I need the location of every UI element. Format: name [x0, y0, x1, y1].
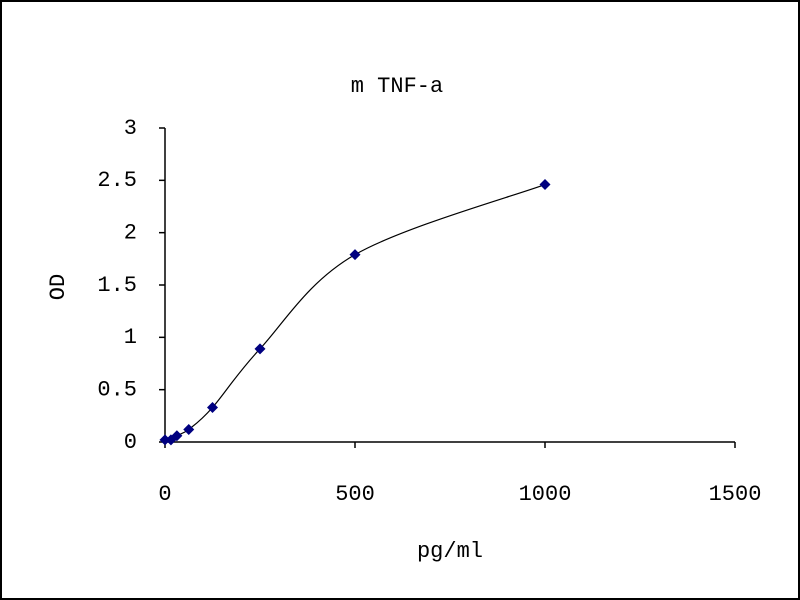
- data-point: [159, 434, 171, 446]
- data-point: [183, 423, 195, 435]
- y-tick-label: 2: [124, 220, 137, 245]
- y-tick-label: 0.5: [97, 377, 137, 402]
- data-point: [349, 249, 361, 261]
- data-point: [207, 401, 218, 413]
- x-tick-label: 0: [158, 482, 171, 507]
- y-tick-label: 1: [124, 325, 137, 350]
- data-point: [254, 343, 266, 355]
- data-point: [539, 179, 551, 191]
- chart-title: m TNF-a: [351, 74, 443, 99]
- x-tick-label: 1500: [709, 482, 762, 507]
- y-tick-label: 2.5: [97, 168, 137, 193]
- y-tick-label: 3: [124, 116, 137, 141]
- data-point: [171, 430, 183, 442]
- x-axis-label: pg/ml: [417, 539, 483, 564]
- y-tick-label: 0: [124, 430, 137, 455]
- y-axis-label: OD: [46, 274, 71, 300]
- x-tick-label: 1000: [519, 482, 572, 507]
- x-tick-label: 500: [335, 482, 375, 507]
- y-tick-label: 1.5: [97, 273, 137, 298]
